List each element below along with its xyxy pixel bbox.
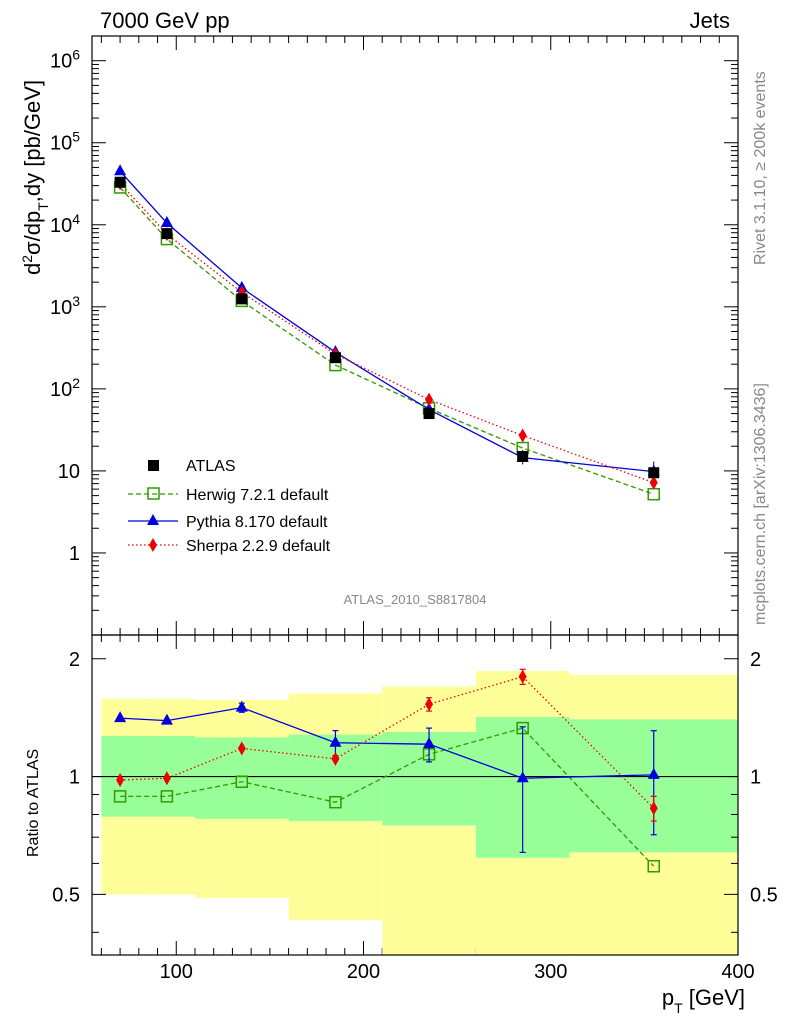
ratio-y-tick-label-right: 1	[750, 767, 761, 789]
ratio-point-pythia	[647, 767, 660, 779]
main-point-sherpa	[425, 392, 434, 407]
main-point-atlas	[517, 450, 529, 462]
ratio-point-herwig	[113, 790, 127, 803]
ratio-point-sherpa	[649, 801, 658, 816]
main-point-pythia	[160, 216, 173, 228]
header-left-label: 7000 GeV pp	[100, 8, 230, 33]
legend-pythia-marker	[147, 514, 159, 525]
y-axis-title-ratio: Ratio to ATLAS	[25, 749, 42, 857]
legend-herwig-marker	[147, 487, 160, 500]
legend-atlas-marker	[148, 460, 159, 471]
ratio-point-sherpa	[237, 741, 246, 756]
ratio-point-herwig	[647, 859, 660, 873]
x-tick-label: 400	[721, 961, 754, 983]
main-point-atlas	[648, 467, 660, 479]
ratio-point-herwig	[160, 790, 174, 803]
main-point-sherpa	[649, 475, 658, 490]
legend-sherpa-marker	[149, 538, 157, 552]
ratio-point-sherpa	[331, 751, 340, 766]
ratio-point-pythia	[160, 713, 173, 725]
legend: ATLAS Herwig 7.2.1 default Pythia 8.170 …	[128, 458, 331, 555]
ratio-y-tick-label-left: 0.5	[52, 884, 80, 906]
main-point-atlas	[161, 228, 173, 240]
x-axis-title: pT [GeV]	[662, 985, 745, 1016]
ratio-point-sherpa	[425, 697, 434, 712]
ratio-y-tick-label-right: 0.5	[750, 884, 778, 906]
ratio-panel: 0.5 0.5 1 1 2 2	[52, 634, 778, 956]
legend-herwig-label: Herwig 7.2.1 default	[186, 487, 329, 504]
main-line-herwig	[119, 187, 654, 495]
legend-sherpa-label: Sherpa 2.2.9 default	[186, 538, 331, 555]
ratio-y-tick-label-left: 1	[69, 767, 80, 789]
y-tick-label: 102	[50, 375, 80, 401]
main-point-pythia	[114, 164, 127, 176]
ratio-point-sherpa	[162, 771, 171, 786]
x-tick-label: 100	[160, 961, 193, 983]
y-tick-label: 104	[50, 211, 80, 237]
main-point-atlas	[236, 293, 248, 305]
y-tick-label: 106	[50, 47, 80, 73]
main-line-pythia	[119, 170, 654, 473]
main-panel: 100 200 300 400 1 10 102 103 104 105 106	[50, 35, 755, 983]
main-point-sherpa	[518, 428, 527, 443]
y-tick-label: 10	[58, 461, 80, 483]
y-axis-title-main: d2σ/dpT,dy [pb/GeV]	[19, 80, 51, 275]
ratio-point-herwig	[235, 775, 249, 788]
ratio-y-tick-label-left: 2	[69, 649, 80, 671]
ratio-frame	[91, 634, 739, 956]
legend-atlas-label: ATLAS	[186, 458, 236, 475]
x-tick-label: 200	[347, 961, 380, 983]
ratio-y-tick-label-right: 2	[750, 649, 761, 671]
main-line-sherpa	[119, 182, 654, 484]
x-tick-label: 300	[534, 961, 567, 983]
y-tick-label: 105	[50, 129, 80, 155]
main-point-atlas	[329, 352, 341, 364]
header-right-label: Jets	[690, 8, 730, 33]
ratio-point-pythia	[235, 700, 248, 712]
ratio-point-pythia	[114, 711, 127, 723]
ratio-point-sherpa	[518, 669, 527, 684]
main-point-atlas	[114, 176, 126, 188]
legend-pythia-label: Pythia 8.170 default	[186, 514, 328, 531]
ratio-point-pythia	[516, 771, 529, 783]
analysis-label: ATLAS_2010_S8817804	[344, 592, 487, 607]
ratio-line-herwig	[120, 727, 655, 867]
ratio-point-pythia	[423, 737, 436, 749]
mcplots-label: mcplots.cern.ch [arXiv:1306.3436]	[752, 383, 769, 625]
ratio-point-pythia	[329, 735, 342, 747]
rivet-label: Rivet 3.1.10, ≥ 200k events	[752, 71, 769, 265]
main-point-atlas	[423, 408, 435, 420]
y-tick-label: 103	[50, 293, 80, 319]
ratio-point-sherpa	[116, 772, 125, 787]
ratio-point-herwig	[329, 795, 342, 809]
y-tick-label: 1	[69, 543, 80, 565]
